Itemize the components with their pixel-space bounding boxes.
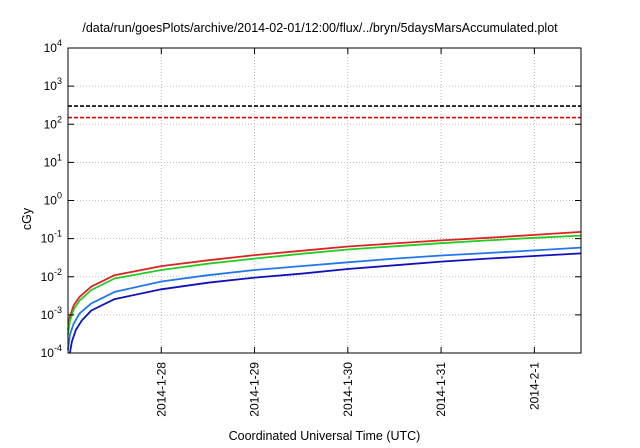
x-tick-label: 2014-2-1	[527, 362, 541, 410]
x-tick-label: 2014-1-28	[154, 362, 168, 417]
y-tick-label: 102	[44, 114, 62, 131]
series-line	[67, 231, 582, 331]
y-tick-label: 10-1	[41, 229, 62, 246]
y-tick-label: 103	[44, 76, 62, 93]
series-line	[67, 246, 582, 351]
grid-lines	[68, 48, 581, 353]
x-tick-label: 2014-1-30	[341, 362, 355, 417]
plot-frame	[67, 47, 582, 354]
series-line	[69, 252, 582, 354]
y-tick-base: 10	[44, 41, 58, 55]
y-tick-label: 10-4	[41, 343, 62, 360]
y-axis-label: cGy	[20, 207, 35, 231]
x-axis-ticks: 2014-1-28 2014-1-29 2014-1-30 2014-1-31 2014…	[154, 48, 541, 417]
x-tick-label: 2014-1-29	[248, 362, 262, 417]
threshold-lines	[68, 105, 581, 119]
y-tick-exponent: -3	[54, 305, 62, 315]
y-tick-base: 10	[44, 117, 58, 131]
y-tick-label: 101	[44, 152, 62, 169]
y-tick-label: 100	[44, 191, 62, 208]
y-tick-exponent: 0	[57, 191, 62, 201]
y-tick-label: 10-2	[41, 267, 62, 284]
y-tick-exponent: 3	[57, 76, 62, 86]
y-tick-exponent: 1	[57, 152, 62, 162]
y-tick-exponent: 4	[57, 38, 62, 48]
x-axis-label: Coordinated Universal Time (UTC)	[228, 429, 421, 443]
y-tick-base: 10	[44, 79, 58, 93]
y-tick-exponent: 2	[57, 114, 62, 124]
y-tick-exponent: -4	[54, 343, 62, 353]
x-tick-label: 2014-1-31	[434, 362, 448, 417]
y-tick-base: 10	[44, 194, 58, 208]
series-lines	[67, 231, 582, 354]
y-tick-base: 10	[41, 270, 55, 284]
y-tick-exponent: -1	[54, 229, 62, 239]
y-tick-label: 10-3	[41, 305, 62, 322]
series-line	[67, 234, 582, 335]
y-tick-base: 10	[41, 308, 55, 322]
y-tick-base: 10	[44, 155, 58, 169]
y-tick-base: 10	[41, 232, 55, 246]
chart-title: /data/run/goesPlots/archive/2014-02-01/1…	[82, 21, 558, 35]
y-tick-exponent: -2	[54, 267, 62, 277]
y-tick-label: 104	[44, 38, 62, 55]
y-tick-base: 10	[41, 346, 55, 360]
